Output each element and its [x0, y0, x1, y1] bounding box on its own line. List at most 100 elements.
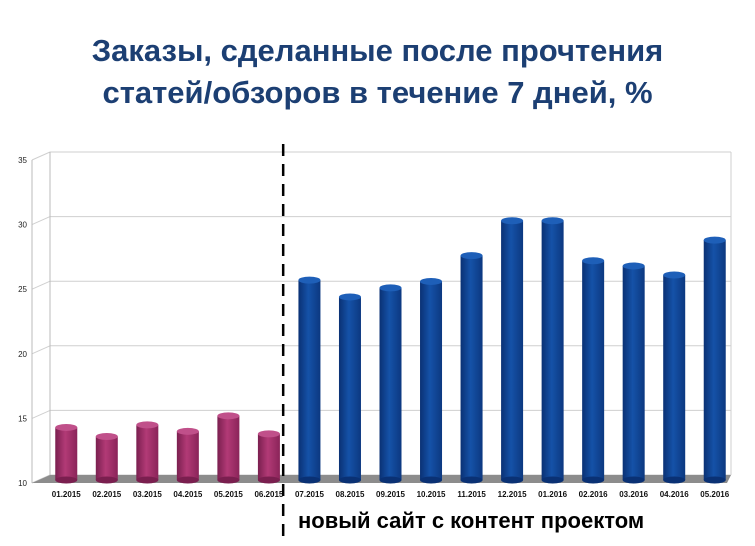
bar	[622, 262, 645, 484]
bar-base	[257, 476, 280, 484]
bar	[298, 276, 321, 484]
bar-front	[338, 296, 361, 480]
bar-top	[338, 293, 361, 301]
x-tick-label: 05.2016	[700, 490, 729, 499]
bar-top	[420, 277, 443, 285]
bar	[501, 217, 524, 484]
bar	[703, 236, 726, 484]
bar-top	[622, 262, 645, 270]
bar-base	[338, 476, 361, 484]
bar-front	[420, 281, 443, 480]
bar-base	[136, 476, 159, 484]
bar	[541, 217, 564, 484]
bar-top	[582, 257, 605, 265]
x-tick-label: 07.2015	[295, 490, 324, 499]
bar-front	[95, 436, 118, 480]
bar-base	[460, 476, 483, 484]
gridline-side	[31, 216, 51, 226]
chart-title-line-1: Заказы, сделанные после прочтения	[91, 33, 664, 68]
x-tick-label: 02.2016	[579, 490, 608, 499]
bar-top	[95, 432, 118, 440]
x-axis-ticks: 01.2015 02.2015 03.2015 04.2015 05.2015 06.20…	[52, 490, 730, 499]
bar-top	[501, 217, 524, 225]
bar-top	[176, 427, 199, 435]
bar-front	[541, 220, 564, 480]
bar	[582, 257, 605, 484]
bar	[460, 252, 483, 484]
bar-top	[217, 412, 240, 420]
x-tick-label: 01.2015	[52, 490, 81, 499]
x-tick-label: 10.2015	[417, 490, 446, 499]
x-tick-label: 12.2015	[498, 490, 527, 499]
bar	[379, 284, 402, 484]
bar-front	[703, 240, 726, 480]
x-tick-label: 05.2015	[214, 490, 243, 499]
gridline-side	[31, 151, 51, 161]
bars	[55, 217, 726, 484]
chart-title: Заказы, сделанные после прочтения статей…	[0, 30, 755, 114]
y-tick-label: 30	[18, 221, 27, 230]
bar-base	[95, 476, 118, 484]
bar-top	[55, 423, 78, 431]
bar-base	[420, 476, 443, 484]
bar-base	[622, 476, 645, 484]
bar	[95, 432, 118, 484]
gridline-side	[31, 409, 51, 419]
bar	[176, 427, 199, 484]
bar-base	[703, 476, 726, 484]
bar-top	[460, 252, 483, 260]
bar	[663, 271, 686, 484]
bar	[338, 293, 361, 484]
bar	[257, 430, 280, 484]
bar-top	[136, 421, 159, 429]
bar-front	[136, 424, 159, 480]
bar	[136, 421, 159, 484]
bar-base	[55, 476, 78, 484]
x-tick-label: 09.2015	[376, 490, 405, 499]
bar	[217, 412, 240, 484]
bar-base	[501, 476, 524, 484]
bar-front	[379, 287, 402, 480]
y-axis-ticks: 10 15 20 25 30 35	[18, 156, 27, 488]
y-tick-label: 35	[18, 156, 27, 165]
x-tick-label: 11.2015	[457, 490, 486, 499]
bar-top	[298, 276, 321, 284]
bar-base	[176, 476, 199, 484]
bar-front	[663, 274, 686, 480]
x-tick-label: 06.2015	[254, 490, 283, 499]
bar-front	[55, 427, 78, 480]
bar-front	[582, 260, 605, 480]
gridline-side	[31, 345, 51, 355]
bar-top	[257, 430, 280, 438]
bar	[55, 423, 78, 484]
y-tick-label: 25	[18, 285, 27, 294]
bar-top	[703, 236, 726, 244]
bar-base	[663, 476, 686, 484]
bar-base	[217, 476, 240, 484]
bar-front	[176, 431, 199, 480]
bar-base	[379, 476, 402, 484]
bar-base	[541, 476, 564, 484]
bar	[420, 277, 443, 484]
x-tick-label: 04.2016	[660, 490, 689, 499]
bar-base	[298, 476, 321, 484]
new-site-annotation: новый сайт с контент проектом	[298, 508, 645, 533]
gridline-side	[31, 280, 51, 290]
bar-front	[257, 433, 280, 480]
bar-front	[622, 265, 645, 480]
x-tick-label: 08.2015	[336, 490, 365, 499]
x-tick-label: 01.2016	[538, 490, 567, 499]
y-tick-label: 15	[18, 414, 27, 423]
bar-top	[663, 271, 686, 279]
x-tick-label: 02.2015	[92, 490, 121, 499]
x-tick-label: 03.2016	[619, 490, 648, 499]
y-tick-label: 10	[18, 479, 27, 488]
bar-base	[582, 476, 605, 484]
bar-front	[298, 280, 321, 480]
bar-top	[379, 284, 402, 292]
bar-front	[460, 255, 483, 480]
chart-title-line-2: статей/обзоров в течение 7 дней, %	[102, 75, 653, 110]
bar-front	[501, 220, 524, 480]
x-tick-label: 03.2015	[133, 490, 162, 499]
